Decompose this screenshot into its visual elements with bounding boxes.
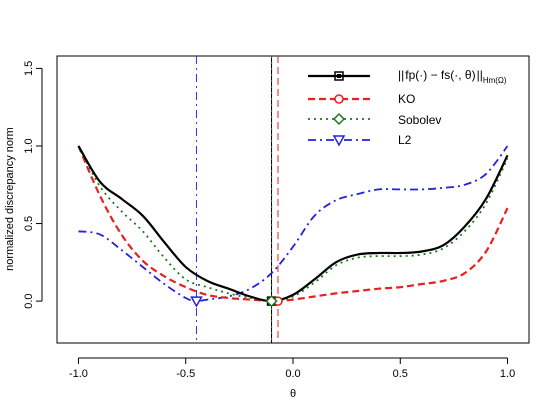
legend-marker-1 (334, 94, 344, 104)
legend-marker-3 (332, 135, 346, 147)
plot-frame (56, 55, 530, 344)
y-tick-label-2: 1.0 (23, 138, 35, 153)
y-tick-label-0: 0.0 (23, 293, 35, 308)
y-tick-label-1: 0.5 (23, 216, 35, 231)
legend-label-norm: ||fp(·) − fs(·, θ)||Hm(Ω) (398, 68, 507, 85)
legend-samples (308, 71, 370, 147)
x-tick-label-0: -1.0 (69, 368, 88, 380)
y-tick-label-3: 1.5 (23, 61, 35, 76)
legend-marker-2 (332, 112, 346, 126)
series-line-0 (77, 145, 509, 303)
legend-marker-0-outline (334, 71, 344, 81)
x-axis-label: θ (290, 388, 296, 400)
series-minimum-marker-2 (265, 295, 278, 308)
series-layer (77, 145, 509, 303)
series-line-1 (77, 145, 509, 303)
x-tick-label-1: -0.5 (176, 368, 195, 380)
legend-label-l2: L2 (398, 133, 412, 147)
legend: ||fp(·) − fs(·, θ)||Hm(Ω) KO Sobolev L2 (308, 68, 507, 147)
series-line-2 (77, 145, 509, 303)
legend-marker-0-fill (337, 74, 341, 78)
x-tick-label-4: 1.0 (500, 368, 515, 380)
x-tick-label-2: 0.0 (285, 368, 300, 380)
y-axis-label: normalized discrepancy norm (4, 127, 16, 271)
x-axis: -1.0 -0.5 0.0 0.5 1.0 (69, 357, 515, 380)
x-tick-label-3: 0.5 (393, 368, 408, 380)
legend-marker-0 (334, 71, 344, 81)
series-minimum-marker-3 (190, 296, 203, 308)
minima-markers (190, 295, 283, 308)
y-axis: 0.0 0.5 1.0 1.5 (23, 61, 43, 309)
legend-label-ko: KO (398, 92, 415, 106)
series-line-3 (78, 145, 509, 303)
legend-label-sobolev: Sobolev (398, 113, 441, 127)
